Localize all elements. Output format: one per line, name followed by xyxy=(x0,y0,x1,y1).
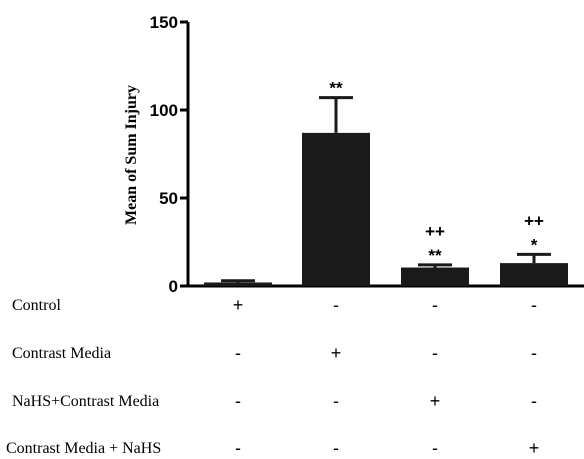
treatment-row-label: Contrast Media + NaHS xyxy=(6,440,162,457)
y-tick-label: 100 xyxy=(150,101,178,120)
treatment-mark: + xyxy=(528,438,540,458)
significance-mark: ++ xyxy=(425,222,445,241)
treatment-mark: - xyxy=(235,343,241,363)
treatment-mark: - xyxy=(432,438,438,458)
treatment-mark: + xyxy=(330,343,342,363)
treatment-mark: - xyxy=(333,438,339,458)
treatment-mark: + xyxy=(232,295,244,315)
treatment-mark: - xyxy=(333,295,339,315)
treatment-mark: - xyxy=(235,391,241,411)
treatment-mark: - xyxy=(235,438,241,458)
plot-area: 0 50 100 150 ** ** ++ * ++ xyxy=(150,13,584,296)
y-axis-label: Mean of Sum Injury xyxy=(123,85,140,225)
treatment-mark: + xyxy=(429,391,441,411)
treatment-mark: - xyxy=(432,295,438,315)
treatment-row-label: Contrast Media xyxy=(12,345,112,362)
treatment-mark: - xyxy=(531,391,537,411)
bar xyxy=(204,282,272,286)
bar xyxy=(302,132,370,286)
treatment-row-label: Control xyxy=(12,297,61,314)
treatment-mark: - xyxy=(531,343,537,363)
treatment-row-label: NaHS+Contrast Media xyxy=(12,393,160,410)
significance-mark: ++ xyxy=(524,211,544,230)
significance-mark: ** xyxy=(329,79,343,98)
bar xyxy=(500,263,568,286)
treatment-mark: - xyxy=(432,343,438,363)
significance-mark: * xyxy=(531,235,538,254)
bar xyxy=(401,267,469,286)
y-tick-label: 0 xyxy=(169,277,178,296)
treatment-mark: - xyxy=(531,295,537,315)
treatment-mark: - xyxy=(333,391,339,411)
y-tick-label: 50 xyxy=(159,189,178,208)
y-tick-label: 150 xyxy=(150,13,178,32)
significance-mark: ** xyxy=(428,246,442,265)
